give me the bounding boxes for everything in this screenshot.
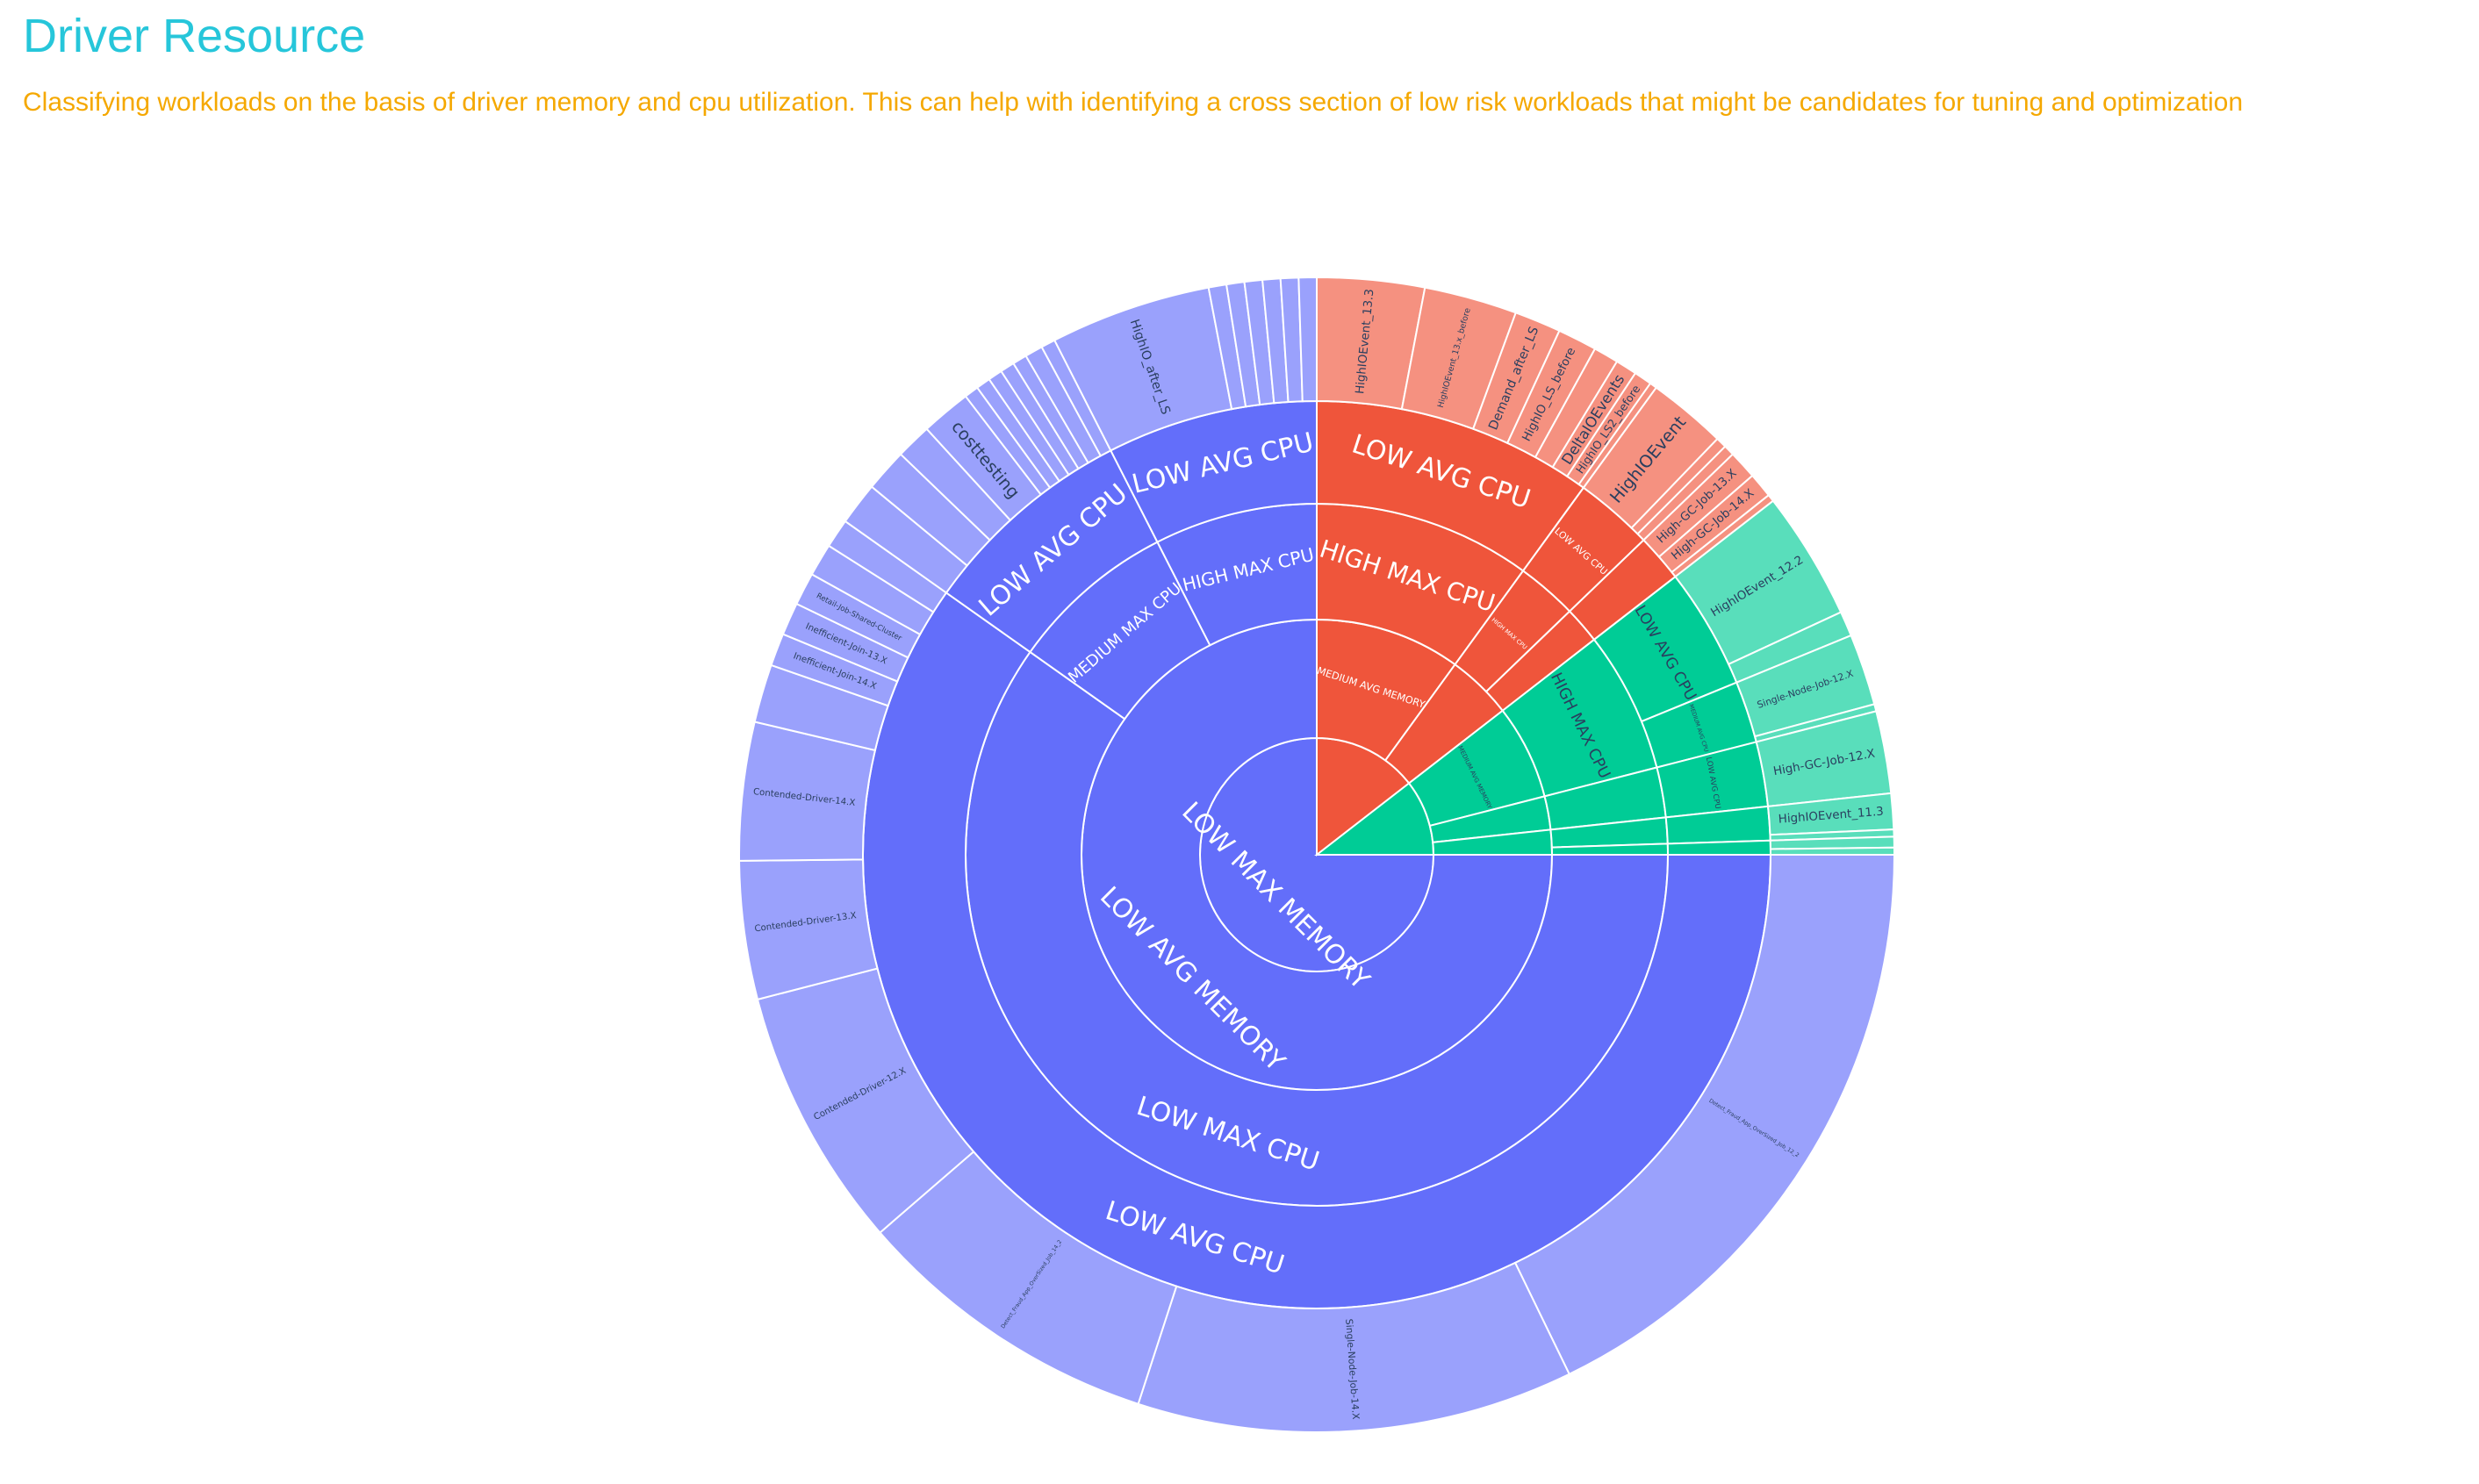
page-subtitle: Classifying workloads on the basis of dr… (23, 88, 2244, 117)
sunburst-sectors[interactable] (738, 276, 1896, 1433)
sector-low-avg-cpu[interactable] (1666, 839, 1772, 856)
sector-unlabeled[interactable] (1297, 276, 1318, 403)
sector-unlabeled[interactable] (1769, 846, 1896, 856)
page-title: Driver Resource (23, 10, 366, 62)
